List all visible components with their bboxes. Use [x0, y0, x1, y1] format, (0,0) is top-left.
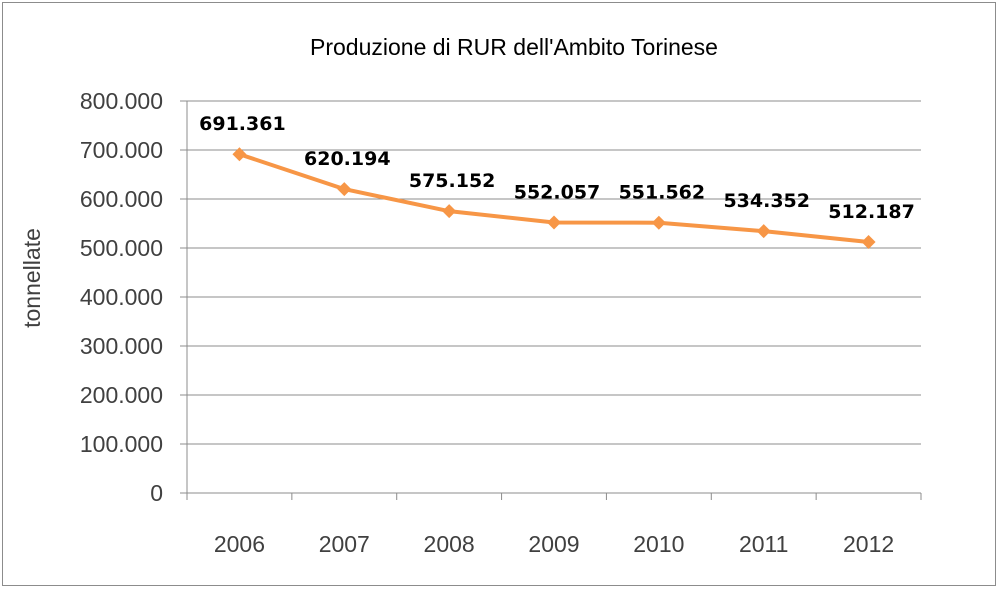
data-point	[337, 182, 352, 197]
data-label: 512.187	[828, 201, 915, 223]
data-point	[232, 147, 247, 162]
data-label: 552.057	[514, 181, 601, 203]
y-tick-label: 700.000	[80, 137, 163, 163]
chart-title: Produzione di RUR dell'Ambito Torinese	[310, 34, 718, 60]
data-label: 534.352	[723, 190, 810, 212]
y-tick-labels: 0 100.000 200.000 300.000 400.000 500.000 600.…	[80, 88, 163, 506]
y-tick-label: 400.000	[80, 284, 163, 310]
x-tick-label: 2006	[214, 531, 265, 557]
x-tick-label: 2007	[319, 531, 370, 557]
x-tick-labels: 2006 2007 2008 2009 2010 2011 2012	[214, 531, 894, 557]
y-tick-label: 500.000	[80, 235, 163, 261]
x-tick-label: 2008	[424, 531, 475, 557]
y-tick-label: 600.000	[80, 186, 163, 212]
data-point	[861, 235, 876, 250]
x-tick-label: 2009	[528, 531, 579, 557]
gridlines	[187, 100, 921, 445]
axes	[180, 100, 922, 500]
x-tick-label: 2010	[633, 531, 684, 557]
data-label: 551.562	[619, 182, 706, 204]
data-point	[442, 204, 457, 219]
x-tick-label: 2011	[739, 531, 788, 557]
data-markers	[232, 147, 876, 250]
y-tick-label: 300.000	[80, 333, 163, 359]
data-point	[547, 215, 561, 230]
y-tick-label: 100.000	[80, 431, 163, 457]
y-tick-label: 800.000	[80, 88, 163, 114]
x-tick-label: 2012	[843, 531, 894, 557]
data-label: 575.152	[409, 170, 496, 192]
data-labels: 691.361 620.194 575.152 552.057 551.562 534.3…	[199, 113, 915, 223]
y-tick-label: 0	[150, 480, 163, 506]
data-label: 691.361	[199, 113, 286, 135]
y-axis-label: tonnellate	[19, 228, 45, 328]
data-label: 620.194	[304, 148, 391, 170]
y-tick-label: 200.000	[80, 382, 163, 408]
data-point	[651, 215, 666, 230]
data-point	[756, 224, 771, 239]
